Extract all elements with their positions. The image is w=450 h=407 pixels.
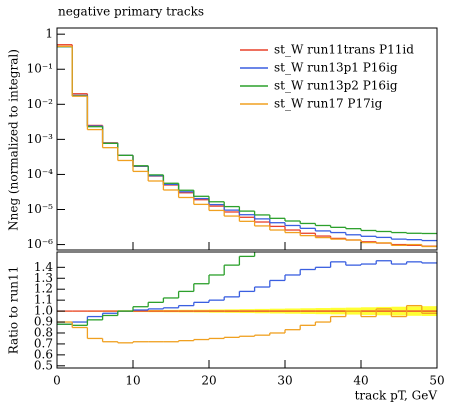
x-tick-label: 10: [125, 374, 140, 388]
y-tick-label: 0.5: [34, 358, 53, 372]
y-tick-label: 1.2: [34, 282, 53, 296]
x-tick-label: 40: [353, 374, 368, 388]
y-tick-label: 10⁻⁴: [27, 167, 54, 181]
y-tick-label: 0.7: [34, 336, 53, 350]
y-tick-label: 1.0: [34, 304, 53, 318]
y-tick-label: 0.8: [34, 325, 53, 339]
y-tick-label: 1.4: [34, 260, 53, 274]
chart-title: negative primary tracks: [58, 5, 204, 19]
y-axis-label: Ratio to run11: [7, 266, 21, 355]
y-tick-label: 0.9: [34, 315, 53, 329]
ratio-frame: [56, 251, 438, 369]
y-tick-label: 1.1: [34, 293, 53, 307]
legend-label: st_W run13p2 P16ig: [274, 79, 398, 93]
top-plot: [57, 44, 437, 248]
y-axis-label: Nneg (normalized to integral): [7, 49, 21, 231]
y-tick-label: 10⁻²: [27, 97, 54, 111]
y-tick-label: 0.6: [34, 347, 53, 361]
x-tick-label: 30: [277, 374, 292, 388]
y-tick-label: 10⁻⁶: [27, 237, 54, 251]
legend-label: st_W run17 P17ig: [274, 97, 383, 111]
y-tick-label: 10⁻³: [27, 132, 54, 146]
y-tick-label: 10⁻⁵: [27, 202, 54, 216]
legend-label: st_W run11trans P11id: [274, 43, 414, 57]
legend-label: st_W run13p1 P16ig: [274, 61, 398, 75]
x-tick-label: 50: [429, 374, 444, 388]
x-axis-label: track pT, GeV: [355, 389, 438, 403]
ratio-plot: [57, 252, 437, 344]
y-tick-label: 1: [45, 27, 53, 41]
x-tick-label: 20: [201, 374, 216, 388]
y-tick-label: 10⁻¹: [27, 62, 53, 76]
x-tick-label: 0: [53, 374, 61, 388]
y-tick-label: 1.3: [34, 271, 53, 285]
